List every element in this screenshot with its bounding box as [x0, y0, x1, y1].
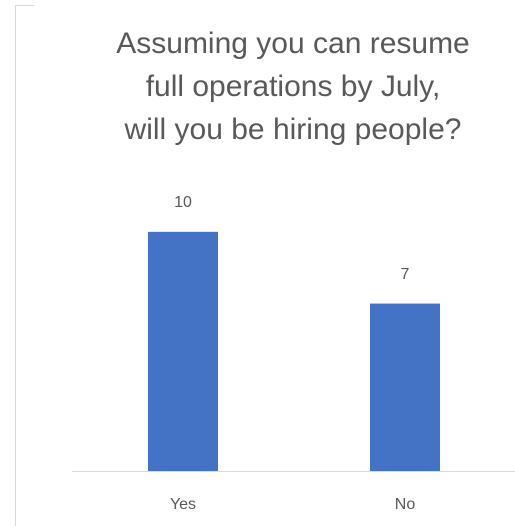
data-label: 7: [401, 266, 410, 283]
bar: [370, 303, 440, 471]
data-label: 10: [174, 194, 192, 211]
chart-title: will you be hiring people?: [124, 113, 462, 146]
x-tick-label: Yes: [170, 496, 196, 513]
chart-title: full operations by July,: [146, 70, 441, 103]
chart-title: Assuming you can resume: [116, 27, 470, 60]
bar: [148, 231, 218, 471]
x-tick-label: No: [395, 496, 416, 513]
